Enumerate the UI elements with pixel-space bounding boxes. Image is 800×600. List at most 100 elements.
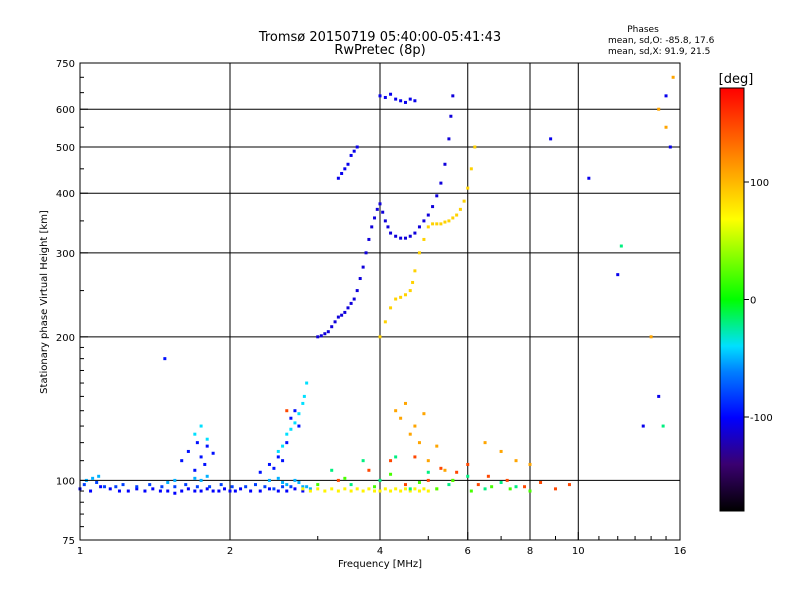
data-point [97,474,101,478]
data-point [199,478,203,482]
data-point [297,480,301,484]
data-point [267,462,271,466]
data-point [553,487,557,491]
x-axis-ticks: 1 2 4 6 8 10 16 [77,532,686,557]
data-point [375,207,379,211]
data-point [289,427,293,431]
data-point [151,487,155,491]
data-point [285,409,289,413]
data-point [193,468,197,472]
data-point [466,462,470,466]
data-point [435,487,439,491]
data-point [355,289,359,293]
data-point [355,145,359,149]
data-point [657,394,661,398]
data-point [447,137,451,141]
data-point [258,470,262,474]
data-point [263,485,267,489]
data-point [349,489,353,493]
data-point [267,478,271,482]
data-point [399,295,403,299]
data-point [455,470,459,474]
data-point [367,487,371,491]
data-point [199,489,203,493]
data-point [435,444,439,448]
data-point [443,162,447,166]
data-point [399,489,403,493]
data-point [108,487,112,491]
data-point [514,459,518,463]
data-point [217,489,221,493]
data-point [121,483,125,487]
colorbar: [deg] 100 0 -100 [719,72,773,512]
data-point [389,231,393,235]
data-point [103,485,107,489]
x-tick-label: 1 [77,546,83,557]
data-point [340,171,344,175]
x-tick-label: 2 [227,546,233,557]
data-point [276,489,280,493]
data-point [413,424,417,428]
y-tick-label: 75 [62,536,75,547]
data-point [195,485,199,489]
data-point [293,478,297,482]
data-point [378,478,382,482]
data-point [323,489,327,493]
data-point [163,357,167,361]
data-point [135,487,139,491]
data-point [205,444,209,448]
data-point [619,244,623,248]
data-point [462,199,466,203]
data-point [394,409,398,413]
x-axis-label: Frequency [MHz] [338,559,422,570]
y-tick-label: 600 [56,105,75,116]
data-point [426,470,430,474]
data-point [499,480,503,484]
y-tick-label: 300 [56,249,75,260]
data-point [394,455,398,459]
data-point [426,489,430,493]
data-point [447,483,451,487]
data-point [358,277,362,281]
data-point [343,167,347,171]
data-point [443,468,447,472]
data-point [323,332,327,336]
data-point [285,441,289,445]
data-point [199,455,203,459]
data-point [367,237,371,241]
data-point [523,485,527,489]
data-point [641,424,645,428]
data-point [301,401,305,405]
data-point [422,237,426,241]
data-point [389,489,393,493]
data-point [330,325,334,329]
data-point [297,424,301,428]
data-point [386,225,390,229]
x-tick-label: 10 [572,546,585,557]
data-point [330,487,334,491]
data-point [394,97,398,101]
data-point [439,181,443,185]
data-point [431,205,435,209]
data-point [451,216,455,220]
data-point [466,186,470,190]
data-point [117,489,121,493]
data-point [148,483,152,487]
data-point [95,480,99,484]
data-point [184,483,188,487]
y-tick-label: 750 [56,59,75,70]
colorbar-tick-label: 0 [750,296,756,307]
data-point [193,489,197,493]
data-point [473,145,477,149]
data-point [336,489,340,493]
data-point [668,145,672,149]
data-point [458,207,462,211]
data-point [316,335,320,339]
y-axis-label: Stationary phase Virtual Height [km] [39,210,50,394]
data-point [447,219,451,223]
chart-subtitle: RwPretec (8p) [334,43,425,58]
data-point [378,489,382,493]
data-point [173,478,177,482]
data-point [219,483,223,487]
data-point [408,432,412,436]
